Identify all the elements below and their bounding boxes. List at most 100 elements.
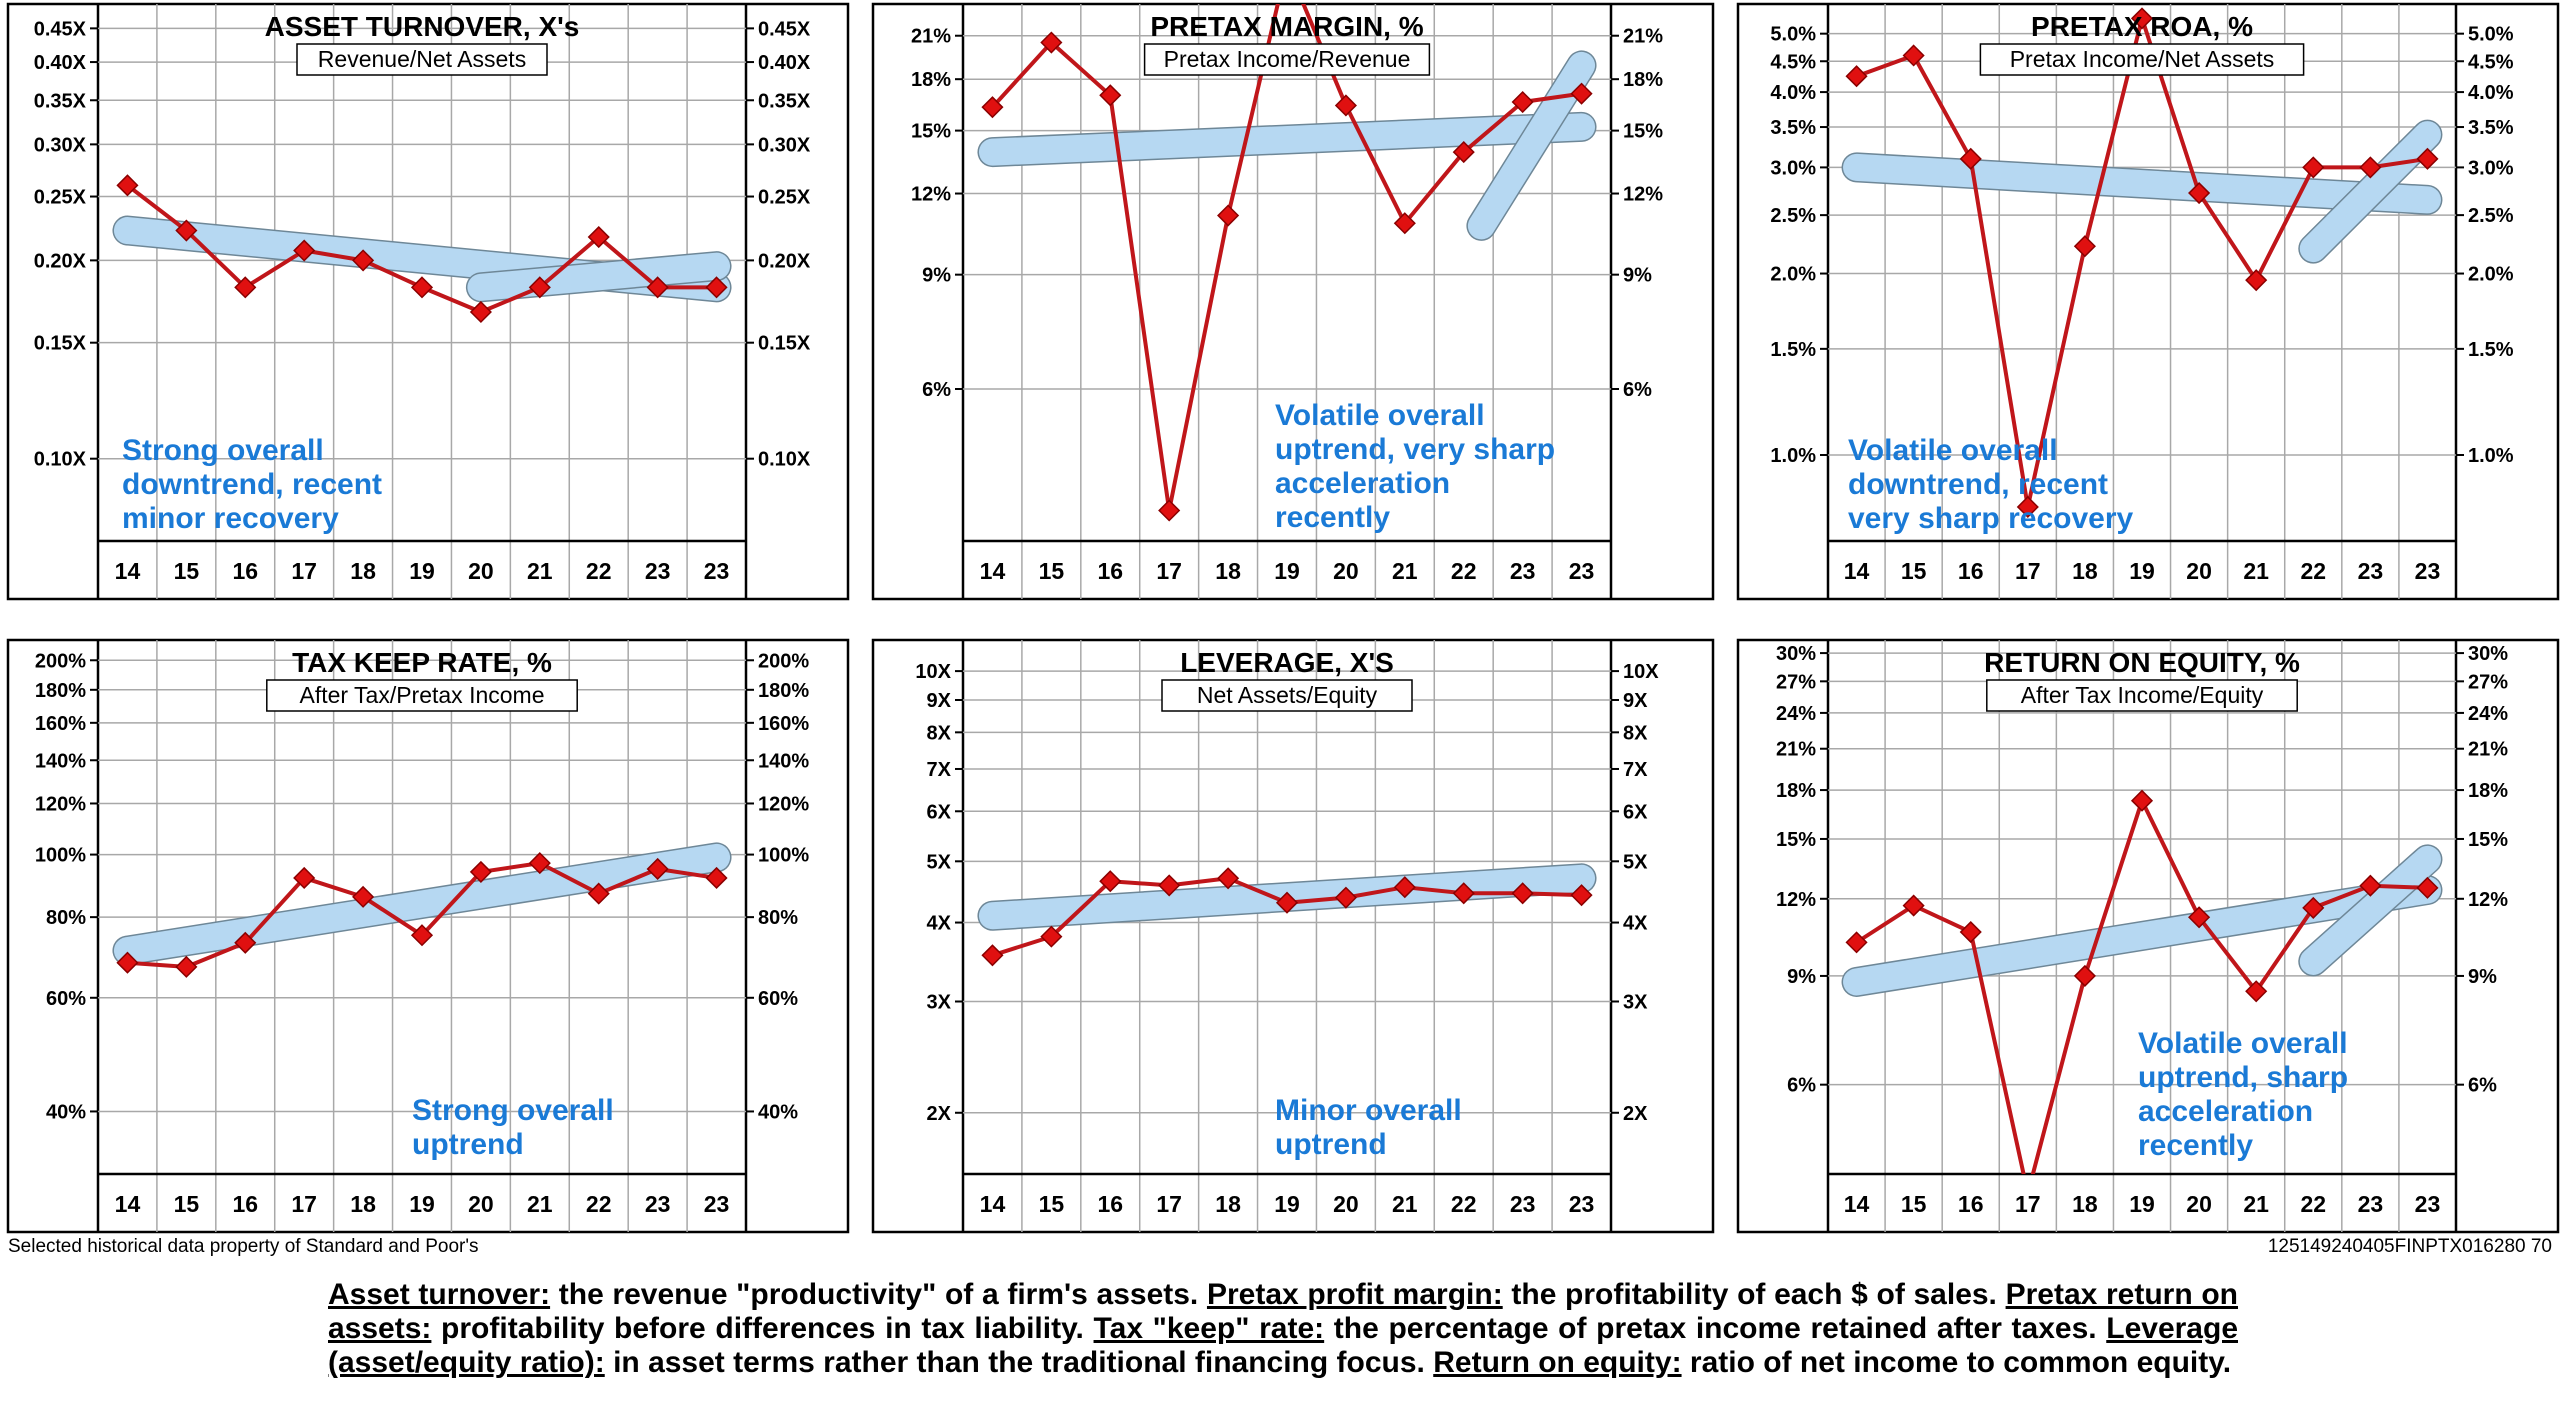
x-tick-label: 21: [1392, 1191, 1418, 1217]
y-tick-label: 2.0%: [1770, 264, 1816, 286]
x-tick-label: 14: [1844, 558, 1870, 584]
y-tick-label: 60%: [46, 988, 86, 1010]
y-tick-label: 15%: [2468, 829, 2508, 851]
x-tick-label: 17: [1156, 558, 1182, 584]
data-point: [528, 852, 551, 875]
y-tick-label: 160%: [758, 713, 809, 735]
x-tick-label: 23: [2358, 1191, 2384, 1217]
y-tick-label: 1.5%: [1770, 339, 1816, 361]
data-point: [1217, 867, 1240, 890]
y-tick-label: 9%: [2468, 966, 2497, 988]
x-tick-label: 22: [1451, 1191, 1477, 1217]
data-point: [293, 239, 316, 262]
x-tick-label: 19: [1274, 558, 1300, 584]
y-tick-label: 9X: [1623, 690, 1648, 712]
source-note: Selected historical data property of Sta…: [8, 1236, 479, 1257]
y-tick-label: 3X: [1623, 991, 1648, 1013]
chart-subtitle: Pretax Income/Revenue: [1164, 46, 1411, 72]
annotation-text: recently: [2138, 1129, 2253, 1162]
y-tick-label: 200%: [35, 650, 86, 672]
data-point: [1959, 920, 1982, 944]
annotation-text: uptrend: [1275, 1128, 1387, 1161]
data-point: [646, 857, 669, 881]
x-tick-label: 16: [1097, 558, 1123, 584]
x-tick-label: 16: [232, 1191, 258, 1217]
y-tick-label: 15%: [911, 121, 951, 143]
data-point: [981, 96, 1004, 119]
y-tick-label: 5.0%: [2468, 24, 2514, 46]
data-point: [352, 249, 375, 272]
x-tick-label: 19: [2129, 558, 2155, 584]
y-tick-label: 24%: [1776, 703, 1816, 725]
data-point: [1275, 891, 1299, 914]
y-tick-label: 3.5%: [2468, 117, 2514, 139]
y-tick-label: 2.5%: [1770, 205, 1816, 227]
x-tick-label: 17: [2015, 1191, 2041, 1217]
x-tick-label: 23: [2415, 1191, 2441, 1217]
data-point: [2416, 876, 2439, 899]
x-tick-label: 20: [2186, 1191, 2212, 1217]
x-tick-label: 19: [1274, 1191, 1300, 1217]
chart-subtitle: After Tax/Pretax Income: [299, 682, 544, 708]
y-tick-label: 1.0%: [1770, 445, 1816, 467]
panel-frame: [871, 638, 1715, 1234]
y-tick-label: 6%: [1623, 379, 1652, 401]
y-tick-label: 9%: [922, 265, 951, 287]
y-tick-label: 120%: [758, 793, 809, 815]
trend-band: [1467, 51, 1596, 240]
x-tick-label: 23: [2415, 558, 2441, 584]
annotation-text: Minor overall: [1275, 1094, 1462, 1127]
annotation-text: uptrend, very sharp: [1275, 433, 1555, 466]
annotation-text: acceleration: [2138, 1095, 2313, 1128]
y-tick-label: 7X: [927, 759, 952, 781]
data-point: [1845, 931, 1868, 954]
chart-panel: 6% 6% 9% 9% 12% 12% 15% 15% 18% 18% 21% 21% 24% 24% 27…: [1736, 638, 2560, 1234]
plot-area: [1841, 7, 2443, 519]
plot-area: [1841, 789, 2443, 1174]
annotation-text: Strong overall: [122, 434, 324, 467]
data-point: [1511, 882, 1534, 905]
chart-panel: 6% 6% 9% 9% 12% 12% 15% 15% 18% 18% 21% 21% 14 15 16 17…: [871, 2, 1715, 601]
footnote-term: Pretax profit margin:: [1206, 1278, 1503, 1311]
trend-band: [1843, 876, 2441, 996]
subtitle-box: [1986, 679, 2298, 712]
y-tick-label: 3.0%: [1770, 157, 1816, 179]
data-point: [2245, 980, 2268, 1003]
trend-band: [1843, 153, 2441, 214]
plot-area: [112, 174, 732, 324]
subtitle-box: [266, 679, 578, 712]
annotation-text: recently: [1275, 501, 1390, 534]
data-point: [1570, 82, 1593, 105]
annotation-text: very sharp recovery: [1848, 502, 2134, 535]
x-tick-label: 18: [2072, 1191, 2098, 1217]
data-point: [705, 276, 728, 299]
data-point: [2359, 874, 2382, 897]
x-tick-label: 14: [115, 558, 141, 584]
x-tick-label: 23: [2358, 558, 2384, 584]
y-tick-label: 2X: [927, 1103, 952, 1125]
y-tick-label: 15%: [1776, 829, 1816, 851]
data-point: [2130, 7, 2154, 30]
y-tick-label: 40%: [758, 1101, 798, 1123]
data-point: [2245, 269, 2268, 292]
data-point: [646, 276, 669, 299]
x-tick-label: 16: [1097, 1191, 1123, 1217]
subtitle-box: [1161, 679, 1413, 712]
x-tick-label: 16: [232, 558, 258, 584]
x-tick-label: 20: [468, 1191, 494, 1217]
y-tick-label: 0.45X: [34, 18, 87, 40]
plot-area: [112, 842, 732, 978]
x-tick-label: 18: [350, 1191, 376, 1217]
y-tick-label: 0.10X: [34, 449, 87, 471]
y-tick-label: 4.5%: [1770, 51, 1816, 73]
annotation-text: downtrend, recent: [122, 468, 382, 501]
y-tick-label: 12%: [911, 184, 951, 206]
y-tick-label: 6%: [2468, 1075, 2497, 1097]
x-tick-label: 22: [2300, 558, 2326, 584]
annotation-text: Strong overall: [412, 1094, 614, 1127]
y-tick-label: 0.40X: [758, 52, 811, 74]
y-tick-label: 8X: [927, 722, 952, 744]
y-tick-label: 3.0%: [2468, 157, 2514, 179]
x-tick-label: 18: [2072, 558, 2098, 584]
y-tick-label: 10X: [915, 661, 951, 683]
